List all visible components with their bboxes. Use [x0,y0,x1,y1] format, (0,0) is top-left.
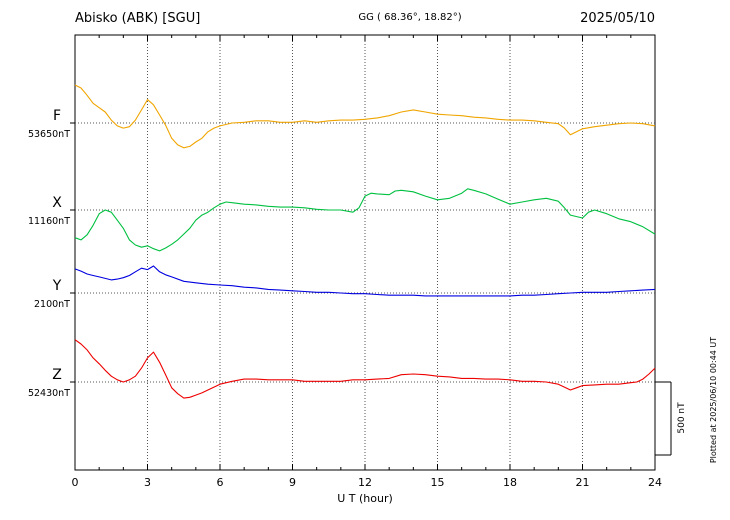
component-base-x: 11160nT [28,216,70,227]
x-tick-label: 21 [576,476,590,489]
x-axis-tick-labels: 0 3 6 9 12 15 18 21 24 [72,476,663,489]
trace-Y [74,265,656,297]
plot-date: 2025/05/10 [580,11,655,26]
traces [74,84,656,399]
station-title: Abisko (ABK) [SGU] [75,11,200,26]
plotted-at-note: Plotted at 2025/06/10 00:44 UT [709,337,718,463]
trace-F [74,84,656,149]
x-tick-label: 0 [72,476,79,489]
x-tick-label: 6 [217,476,224,489]
x-tick-label: 3 [144,476,151,489]
component-label-z: Z [52,367,62,383]
geographic-coords: GG ( 68.36°, 18.82°) [358,12,461,23]
x-tick-label: 9 [289,476,296,489]
trace-Z [74,339,656,399]
scale-bracket: 500 nT [655,381,687,456]
gridlines [70,35,656,470]
component-base-f: 53650nT [28,129,70,140]
component-label-f: F [53,108,61,124]
x-axis-label: U T (hour) [337,492,393,505]
trace-X [74,188,656,252]
component-label-y: Y [52,278,62,294]
x-tick-label: 24 [648,476,662,489]
x-tick-label: 15 [431,476,445,489]
component-label-x: X [52,195,62,211]
x-tick-label: 12 [358,476,372,489]
scale-bar-label: 500 nT [677,402,687,434]
component-base-y: 2100nT [34,299,70,310]
x-tick-label: 18 [503,476,517,489]
component-base-z: 52430nT [28,388,70,399]
